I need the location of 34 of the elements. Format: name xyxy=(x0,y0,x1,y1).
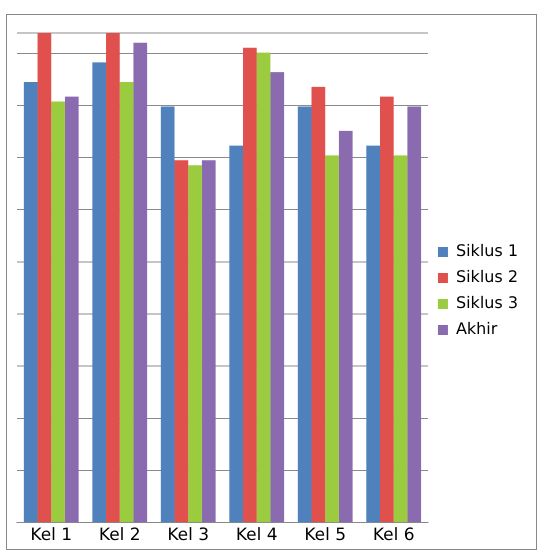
bar xyxy=(325,155,339,522)
bar xyxy=(24,82,38,522)
bar xyxy=(380,96,394,522)
legend-label: Siklus 2 xyxy=(456,267,518,286)
bar xyxy=(298,106,312,522)
x-tick-label: Kel 2 xyxy=(98,525,141,546)
x-tick-label: Kel 1 xyxy=(30,525,72,546)
bar xyxy=(92,62,106,522)
bar xyxy=(394,155,408,522)
x-tick-label: Kel 6 xyxy=(372,525,415,546)
bar xyxy=(202,160,216,522)
bar xyxy=(256,52,270,522)
bar xyxy=(188,165,202,522)
bar xyxy=(243,48,257,522)
bar xyxy=(229,146,244,522)
x-tick-label: Kel 3 xyxy=(167,525,210,546)
bar xyxy=(160,106,175,522)
bar xyxy=(64,96,79,522)
bar xyxy=(366,146,380,522)
bar xyxy=(407,106,422,522)
bar xyxy=(270,72,284,522)
bar xyxy=(106,33,120,522)
legend-label: Akhir xyxy=(456,319,498,338)
bar xyxy=(312,86,326,522)
legend-label: Siklus 3 xyxy=(456,293,518,312)
bar xyxy=(38,33,52,522)
bar xyxy=(338,130,353,522)
legend-label: Siklus 1 xyxy=(456,241,518,260)
bar xyxy=(51,102,65,522)
x-tick-label: Kel 4 xyxy=(236,525,278,546)
x-tick-label: Kel 5 xyxy=(304,525,346,546)
bar xyxy=(120,82,134,522)
bar xyxy=(174,160,188,522)
bar xyxy=(133,42,148,522)
